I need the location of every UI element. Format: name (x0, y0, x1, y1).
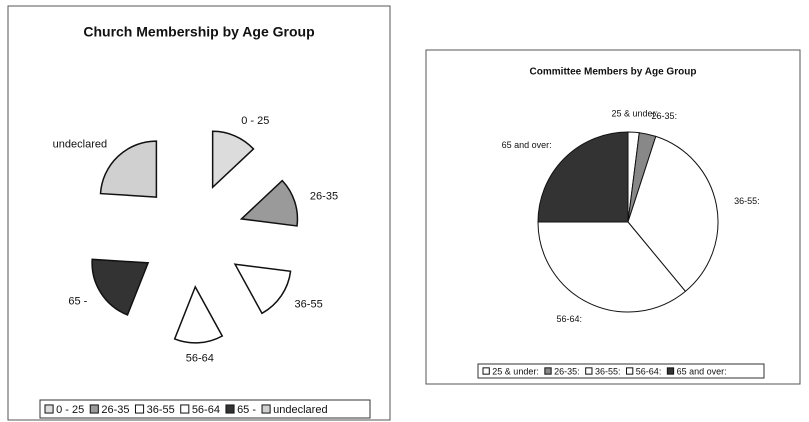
pie-slice (233, 263, 292, 315)
legend-label: 65 and over: (677, 366, 727, 376)
pie-slice (537, 131, 629, 223)
legend-swatch (626, 367, 634, 375)
pie-slice (91, 258, 150, 316)
slice-label: 56-64: (556, 314, 582, 324)
legend-swatch (225, 404, 235, 414)
legend-swatch (666, 367, 675, 375)
slice-label: 25 & under: (612, 109, 659, 119)
pie-slice (211, 130, 255, 190)
legend-swatch (585, 367, 593, 375)
slice-label: 26-35 (310, 191, 338, 203)
slice-label: 36-55: (734, 196, 760, 206)
legend-label: 0 - 25 (56, 404, 84, 416)
legend-label: undeclared (273, 404, 327, 416)
legend-label: 65 - (237, 404, 256, 416)
slice-label: 65 - (68, 295, 87, 307)
slice-label: undeclared (53, 139, 107, 151)
legend-swatch (89, 404, 99, 414)
slice-label: 36-55 (295, 299, 323, 311)
legend-label: 36-55: (595, 366, 621, 376)
chart-title: Committee Members by Age Group (530, 67, 697, 78)
legend-swatch (544, 367, 552, 375)
chart-title: Church Membership by Age Group (83, 24, 314, 40)
legend-swatch (482, 367, 490, 375)
slice-label: 26-35: (652, 111, 678, 121)
slice-label: 0 - 25 (241, 115, 269, 127)
legend-label: 36-55 (147, 404, 175, 416)
slice-label: 56-64 (186, 353, 214, 365)
pie-slice (239, 179, 299, 227)
pie-slice (627, 135, 719, 293)
legend-swatch (180, 404, 190, 414)
legend-label: 26-35: (554, 366, 580, 376)
legend-label: 56-64: (636, 366, 662, 376)
legend-box (39, 399, 371, 419)
pie-slice (99, 140, 158, 198)
legend-swatch (44, 404, 54, 414)
legend-label: 25 & under: (492, 366, 539, 376)
pie-slice (537, 221, 687, 313)
chart-frame (7, 5, 391, 421)
legend-swatch (261, 404, 271, 414)
legend-swatch (134, 404, 145, 414)
slice-label: 65 and over: (502, 140, 552, 150)
legend-label: 56-64 (192, 404, 220, 416)
pie-slice (173, 285, 224, 344)
legend-label: 26-35 (101, 404, 129, 416)
